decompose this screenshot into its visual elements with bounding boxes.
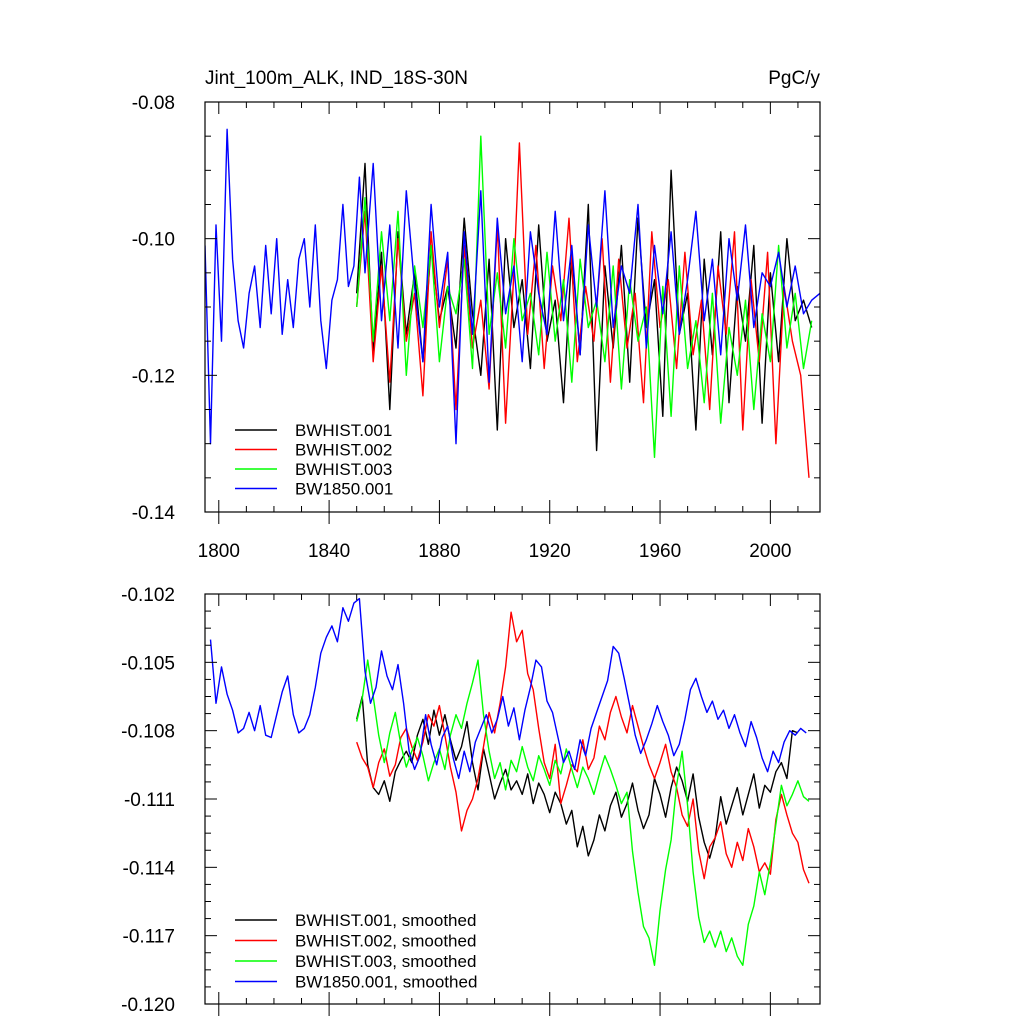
bottom-panel: -0.120 -0.117 -0.114 -0.111 -0.108 -0.105 -0.1… (121, 585, 821, 1016)
y-tick-label: -0.08 (132, 93, 175, 114)
y-tick-label: -0.108 (121, 722, 175, 743)
series-line-0 (356, 695, 799, 859)
legend-label-0: BWHIST.001 (295, 421, 392, 440)
y-tick-label: -0.14 (132, 503, 176, 524)
x-tick-label: 1840 (308, 541, 350, 562)
legend-label-0: BWHIST.001, smoothed (295, 911, 476, 930)
x-tick-label: 1800 (198, 541, 240, 562)
top-panel: Jint_100m_ALK, IND_18S-30N PgC/y -0.14-0… (132, 68, 821, 562)
y-tick-label: -0.12 (132, 366, 175, 387)
bottom-plot-area: -0.120 -0.117 -0.114 -0.111 -0.108 -0.105 -0.1… (121, 585, 821, 1016)
series-line-3 (209, 597, 807, 780)
chart-title: Jint_100m_ALK, IND_18S-30N (205, 68, 468, 89)
x-tick-label: 1920 (529, 541, 571, 562)
series-line-1 (356, 611, 810, 884)
y-tick-label: -0.120 (121, 995, 175, 1016)
legend-label-1: BWHIST.002 (295, 441, 392, 460)
series-line-3 (205, 128, 820, 445)
y-tick-label: -0.10 (132, 230, 175, 251)
series-group (205, 128, 820, 478)
x-tick-label: 2000 (749, 541, 791, 562)
legend-label-1: BWHIST.002, smoothed (295, 932, 476, 951)
y-tick-label: -0.114 (123, 858, 176, 879)
top-plot-area: -0.14 -0.12 -0.10 -0.08 1800 1840 1880 1920 1960… (132, 93, 821, 562)
x-tick-label: 1960 (639, 541, 681, 562)
x-tick-label: 1880 (418, 541, 460, 562)
units-label: PgC/y (768, 68, 820, 89)
legend-label-2: BWHIST.003, smoothed (295, 952, 476, 971)
y-tick-label: -0.102 (121, 585, 175, 606)
legend-label-3: BW1850.001 (295, 480, 393, 499)
y-tick-label: -0.111 (124, 790, 175, 811)
series-line-2 (356, 659, 810, 966)
y-tick-label: -0.105 (121, 653, 175, 674)
series-group (209, 597, 810, 966)
y-tick-label: -0.117 (123, 927, 175, 948)
legend-label-2: BWHIST.003 (295, 460, 392, 479)
legend-label-3: BW1850.001, smoothed (295, 973, 477, 992)
